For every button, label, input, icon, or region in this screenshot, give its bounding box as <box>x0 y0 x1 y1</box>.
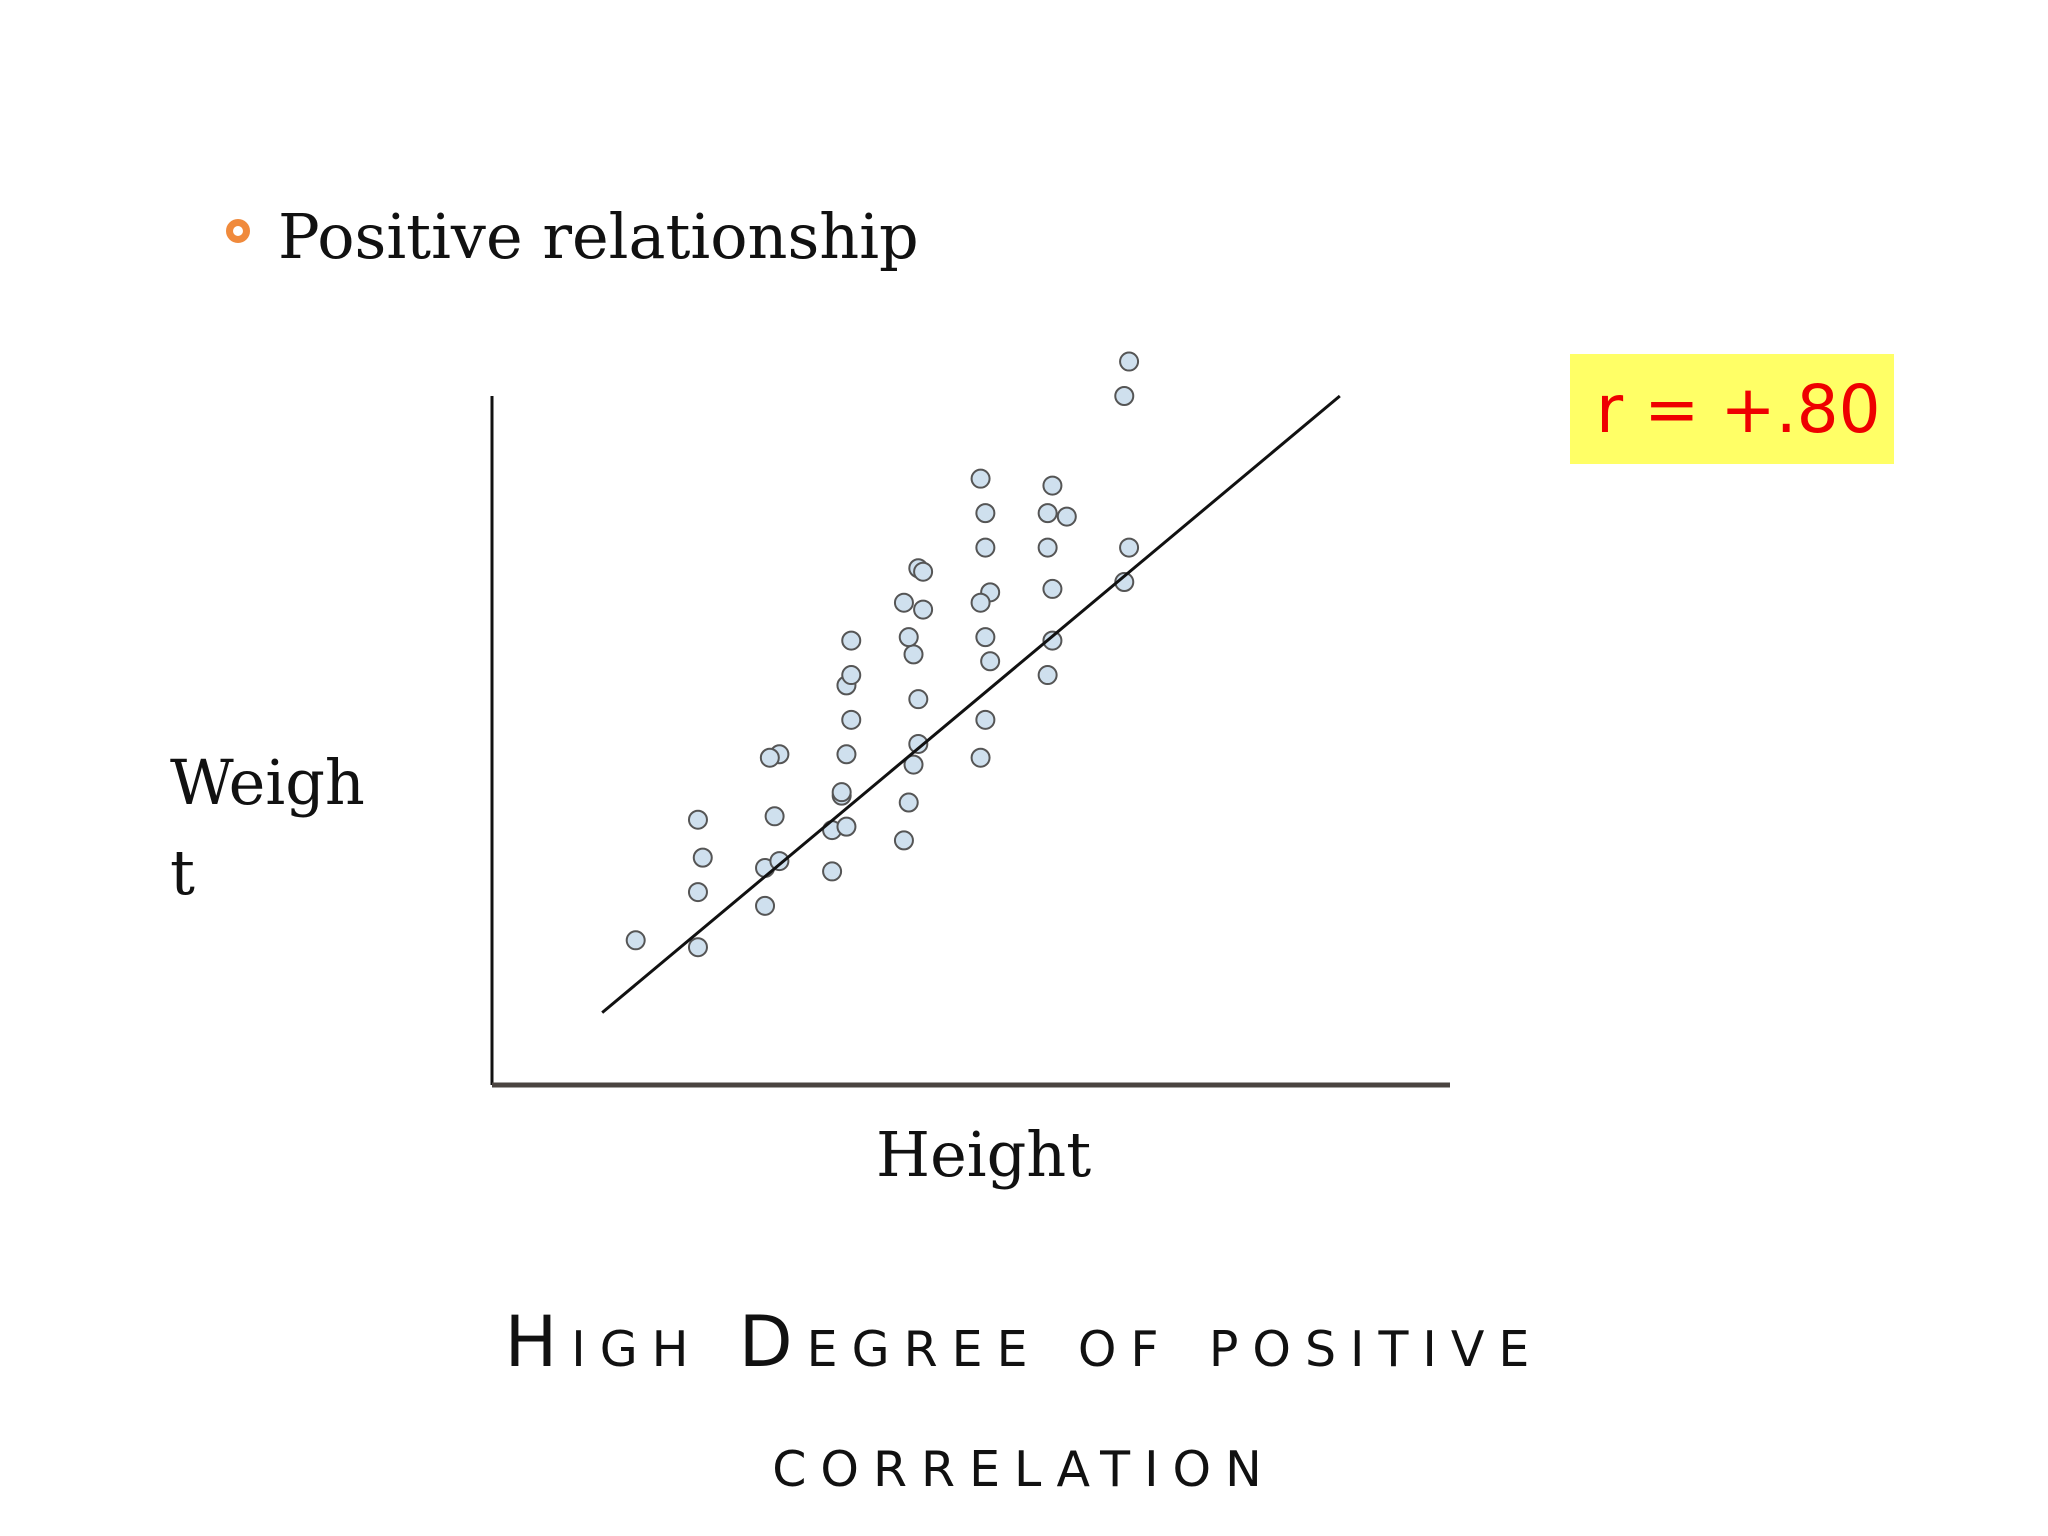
data-point <box>1042 578 1063 599</box>
data-point <box>687 809 708 830</box>
data-point <box>755 895 776 916</box>
data-point <box>836 744 857 765</box>
data-point <box>1037 537 1058 558</box>
data-point <box>1037 503 1058 524</box>
trendline-group <box>601 394 1341 1014</box>
data-point <box>769 851 790 872</box>
data-point <box>908 733 929 754</box>
data-point <box>975 503 996 524</box>
slide-title-line2: correlation <box>772 1421 1276 1503</box>
data-point <box>841 709 862 730</box>
data-point <box>1114 386 1135 406</box>
data-point <box>975 537 996 558</box>
slide-title-line1: High Degree of positive <box>504 1301 1544 1383</box>
axes <box>490 396 1450 1088</box>
data-point <box>913 599 934 620</box>
data-point <box>759 747 780 768</box>
data-point <box>970 747 991 768</box>
data-point <box>1119 351 1140 372</box>
data-point <box>980 651 1001 672</box>
correlation-badge: r = +.80 <box>1570 354 1894 464</box>
data-point <box>836 816 857 837</box>
slide-title: High Degree of positive correlation <box>0 1282 2048 1522</box>
data-point <box>975 709 996 730</box>
data-point <box>1042 475 1063 496</box>
data-point <box>970 592 991 613</box>
data-point <box>1042 630 1063 651</box>
data-point <box>908 689 929 710</box>
y-axis-label: Weight <box>170 746 365 909</box>
data-point <box>692 847 713 868</box>
data-point <box>687 882 708 903</box>
data-point <box>841 630 862 651</box>
data-point <box>687 937 708 958</box>
data-point <box>893 830 914 851</box>
data-point <box>1119 537 1140 558</box>
data-point <box>1037 665 1058 686</box>
data-point <box>1056 506 1077 527</box>
data-point <box>898 792 919 813</box>
data-point <box>913 561 934 582</box>
data-point <box>841 665 862 686</box>
trendline <box>601 394 1341 1014</box>
x-axis-label: Height <box>876 1118 1092 1191</box>
correlation-value: r = +.80 <box>1596 370 1881 448</box>
data-point <box>893 592 914 613</box>
data-point <box>975 627 996 648</box>
data-point <box>970 468 991 489</box>
data-point <box>831 782 852 803</box>
data-point <box>903 644 924 665</box>
data-point <box>764 806 785 827</box>
data-point <box>822 861 843 882</box>
data-point <box>898 627 919 648</box>
data-point <box>903 754 924 775</box>
bullet-text: Positive relationship <box>278 200 919 273</box>
data-points <box>625 351 1140 958</box>
bullet-item: Positive relationship <box>226 200 919 273</box>
bullet-ring-icon <box>226 218 250 243</box>
data-point <box>625 930 646 951</box>
